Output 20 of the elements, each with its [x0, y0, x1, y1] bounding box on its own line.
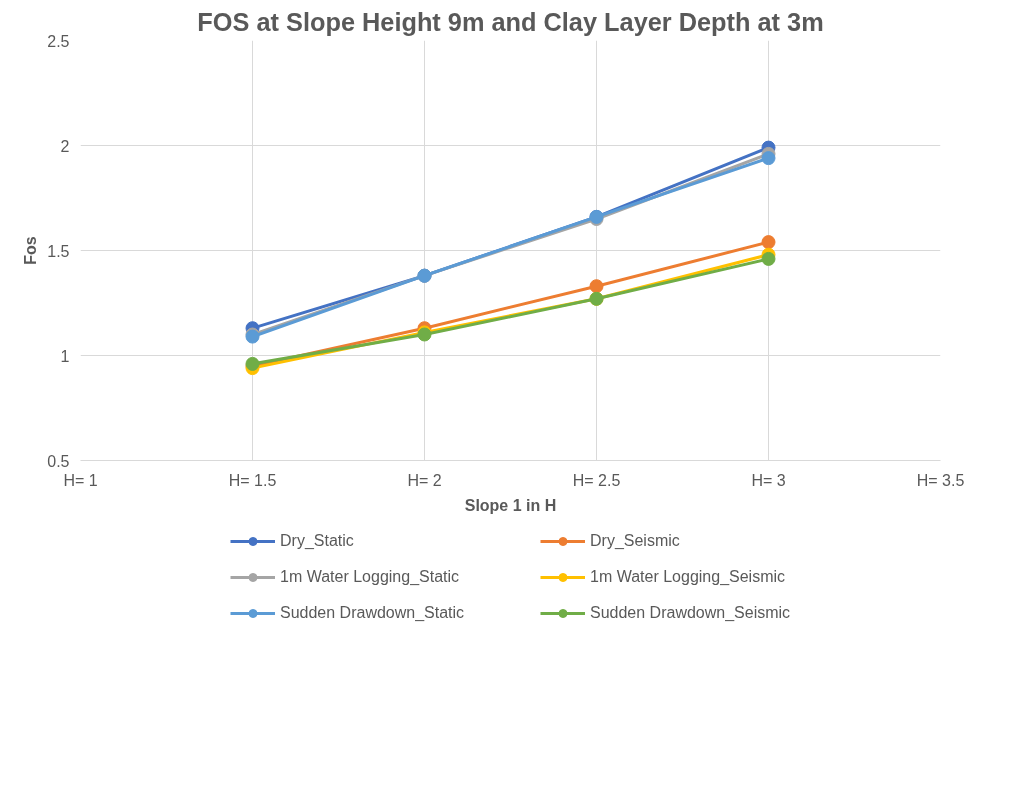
x-tick-label: H= 2 [407, 471, 442, 489]
y-axis-title: Fos [22, 236, 40, 265]
y-tick-label: 1.5 [47, 242, 70, 260]
legend-label: 1m Water Logging_Seismic [590, 568, 787, 586]
y-tick-label: 2.5 [47, 32, 70, 50]
legend-label: Dry_Seismic [590, 532, 681, 550]
x-tick-label: H= 1 [63, 471, 98, 489]
x-tick-label: H= 3.5 [916, 471, 965, 489]
y-tick-label: 1 [60, 347, 70, 365]
legend-label: Sudden Drawdown_Static [280, 604, 466, 622]
x-tick-label: H= 2.5 [572, 471, 621, 489]
y-tick-label: 0.5 [47, 452, 70, 470]
y-tick-label: 2 [60, 137, 70, 155]
x-tick-label: H= 3 [751, 471, 786, 489]
legend-label: Sudden Drawdown_Seismic [590, 604, 792, 622]
x-tick-label: H= 1.5 [228, 471, 277, 489]
x-axis-title: Slope 1 in H [464, 496, 557, 514]
chart-title: FOS at Slope Height 9m and Clay Layer Depth at 3m [197, 7, 824, 36]
legend-label: Dry_Static [280, 532, 355, 550]
legend-label: 1m Water Logging_Static [280, 568, 461, 586]
